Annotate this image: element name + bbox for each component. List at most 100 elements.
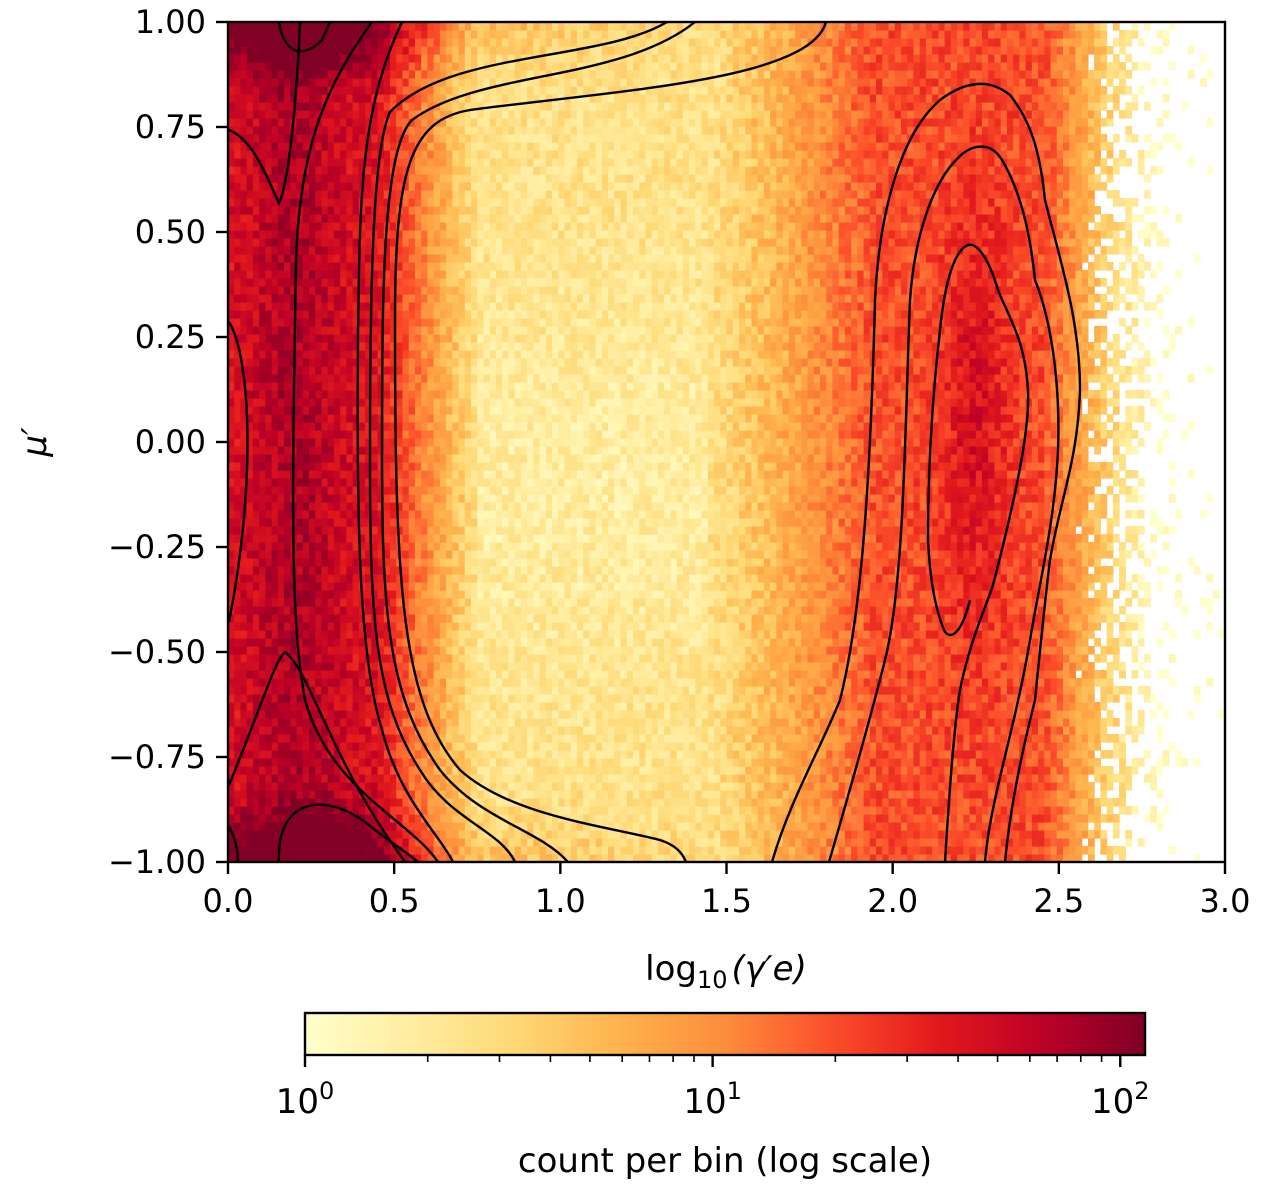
heatmap-cell xyxy=(390,182,397,191)
heatmap-cell xyxy=(234,422,242,431)
heatmap-cell xyxy=(514,246,522,255)
heatmap-cell xyxy=(240,174,248,183)
heatmap-cell xyxy=(340,270,347,279)
heatmap-cell xyxy=(259,374,266,383)
heatmap-cell xyxy=(246,326,254,335)
heatmap-cell xyxy=(508,542,516,551)
heatmap-cell xyxy=(228,734,235,743)
heatmap-cell xyxy=(365,190,372,199)
heatmap-cell xyxy=(446,126,453,135)
heatmap-cell xyxy=(284,478,291,487)
heatmap-cell xyxy=(277,598,285,607)
heatmap-cell xyxy=(464,454,472,463)
heatmap-cell xyxy=(402,326,410,335)
heatmap-cell xyxy=(265,846,273,855)
heatmap-cell xyxy=(421,62,428,71)
heatmap-cell xyxy=(402,38,410,47)
heatmap-cell xyxy=(371,574,379,583)
heatmap-cell xyxy=(296,118,304,127)
heatmap-cell xyxy=(452,590,460,599)
heatmap-cell xyxy=(271,510,279,519)
heatmap-cell xyxy=(302,622,310,631)
heatmap-cell xyxy=(246,246,254,255)
heatmap-cell xyxy=(252,454,260,463)
heatmap-cell xyxy=(277,110,285,119)
heatmap-cell xyxy=(414,398,422,407)
heatmap-cell xyxy=(346,230,354,239)
heatmap-cell xyxy=(452,150,460,159)
heatmap-cell xyxy=(427,302,435,311)
heatmap-cell xyxy=(309,614,316,623)
heatmap-cell xyxy=(414,30,422,39)
heatmap-cell xyxy=(240,806,248,815)
heatmap-cell xyxy=(446,174,453,183)
heatmap-cell xyxy=(234,134,242,143)
heatmap-cell xyxy=(390,598,397,607)
heatmap-cell xyxy=(495,366,503,375)
heatmap-cell xyxy=(458,174,466,183)
heatmap-cell xyxy=(471,62,478,71)
heatmap-cell xyxy=(240,662,248,671)
heatmap-cell xyxy=(315,94,323,103)
heatmap-cell xyxy=(327,294,335,303)
heatmap-cell xyxy=(277,38,285,47)
heatmap-cell xyxy=(296,302,304,311)
heatmap-cell xyxy=(514,182,522,191)
heatmap-cell xyxy=(421,214,428,223)
heatmap-cell xyxy=(302,598,310,607)
heatmap-cell xyxy=(358,246,366,255)
heatmap-cell xyxy=(514,222,522,231)
heatmap-cell xyxy=(421,334,428,343)
heatmap-cell xyxy=(371,774,379,783)
heatmap-cell xyxy=(228,550,235,559)
heatmap-cell xyxy=(439,630,447,639)
heatmap-cell xyxy=(502,142,509,151)
heatmap-cell xyxy=(240,326,248,335)
heatmap-cell xyxy=(234,814,242,823)
heatmap-cell xyxy=(396,622,404,631)
heatmap-cell xyxy=(271,622,279,631)
heatmap-cell xyxy=(483,126,491,135)
heatmap-cell xyxy=(234,718,242,727)
heatmap-cell xyxy=(427,518,435,527)
heatmap-cell xyxy=(321,782,329,791)
heatmap-cell xyxy=(252,78,260,87)
heatmap-cell xyxy=(277,798,285,807)
heatmap-cell xyxy=(371,190,379,199)
heatmap-cell xyxy=(477,390,485,399)
heatmap-cell xyxy=(464,278,472,287)
heatmap-cell xyxy=(502,126,509,135)
heatmap-cell xyxy=(421,38,428,47)
heatmap-cell xyxy=(327,54,335,63)
heatmap-cell xyxy=(421,782,428,791)
heatmap-cell xyxy=(315,278,323,287)
heatmap-cell xyxy=(290,806,298,815)
heatmap-cell xyxy=(358,782,366,791)
heatmap-cell xyxy=(246,190,254,199)
heatmap-cell xyxy=(458,798,466,807)
heatmap-cell xyxy=(390,390,397,399)
heatmap-cell xyxy=(284,734,291,743)
heatmap-cell xyxy=(495,310,503,319)
heatmap-cell xyxy=(228,278,235,287)
heatmap-cell xyxy=(265,766,273,775)
heatmap-cell xyxy=(296,694,304,703)
heatmap-cell xyxy=(483,86,491,95)
heatmap-cell xyxy=(259,526,266,535)
heatmap-cell xyxy=(265,294,273,303)
heatmap-cell xyxy=(333,166,341,175)
heatmap-cell xyxy=(477,678,485,687)
heatmap-cell xyxy=(408,126,416,135)
heatmap-cell xyxy=(327,606,335,615)
heatmap-cell xyxy=(396,790,404,799)
heatmap-cell xyxy=(408,422,416,431)
heatmap-cell xyxy=(421,302,428,311)
heatmap-cell xyxy=(371,590,379,599)
heatmap-cell xyxy=(471,822,478,831)
heatmap-cell xyxy=(433,582,441,591)
heatmap-cell xyxy=(309,510,316,519)
heatmap-cell xyxy=(302,198,310,207)
heatmap-cell xyxy=(514,646,522,655)
heatmap-cell xyxy=(252,118,260,127)
heatmap-cell xyxy=(433,254,441,263)
